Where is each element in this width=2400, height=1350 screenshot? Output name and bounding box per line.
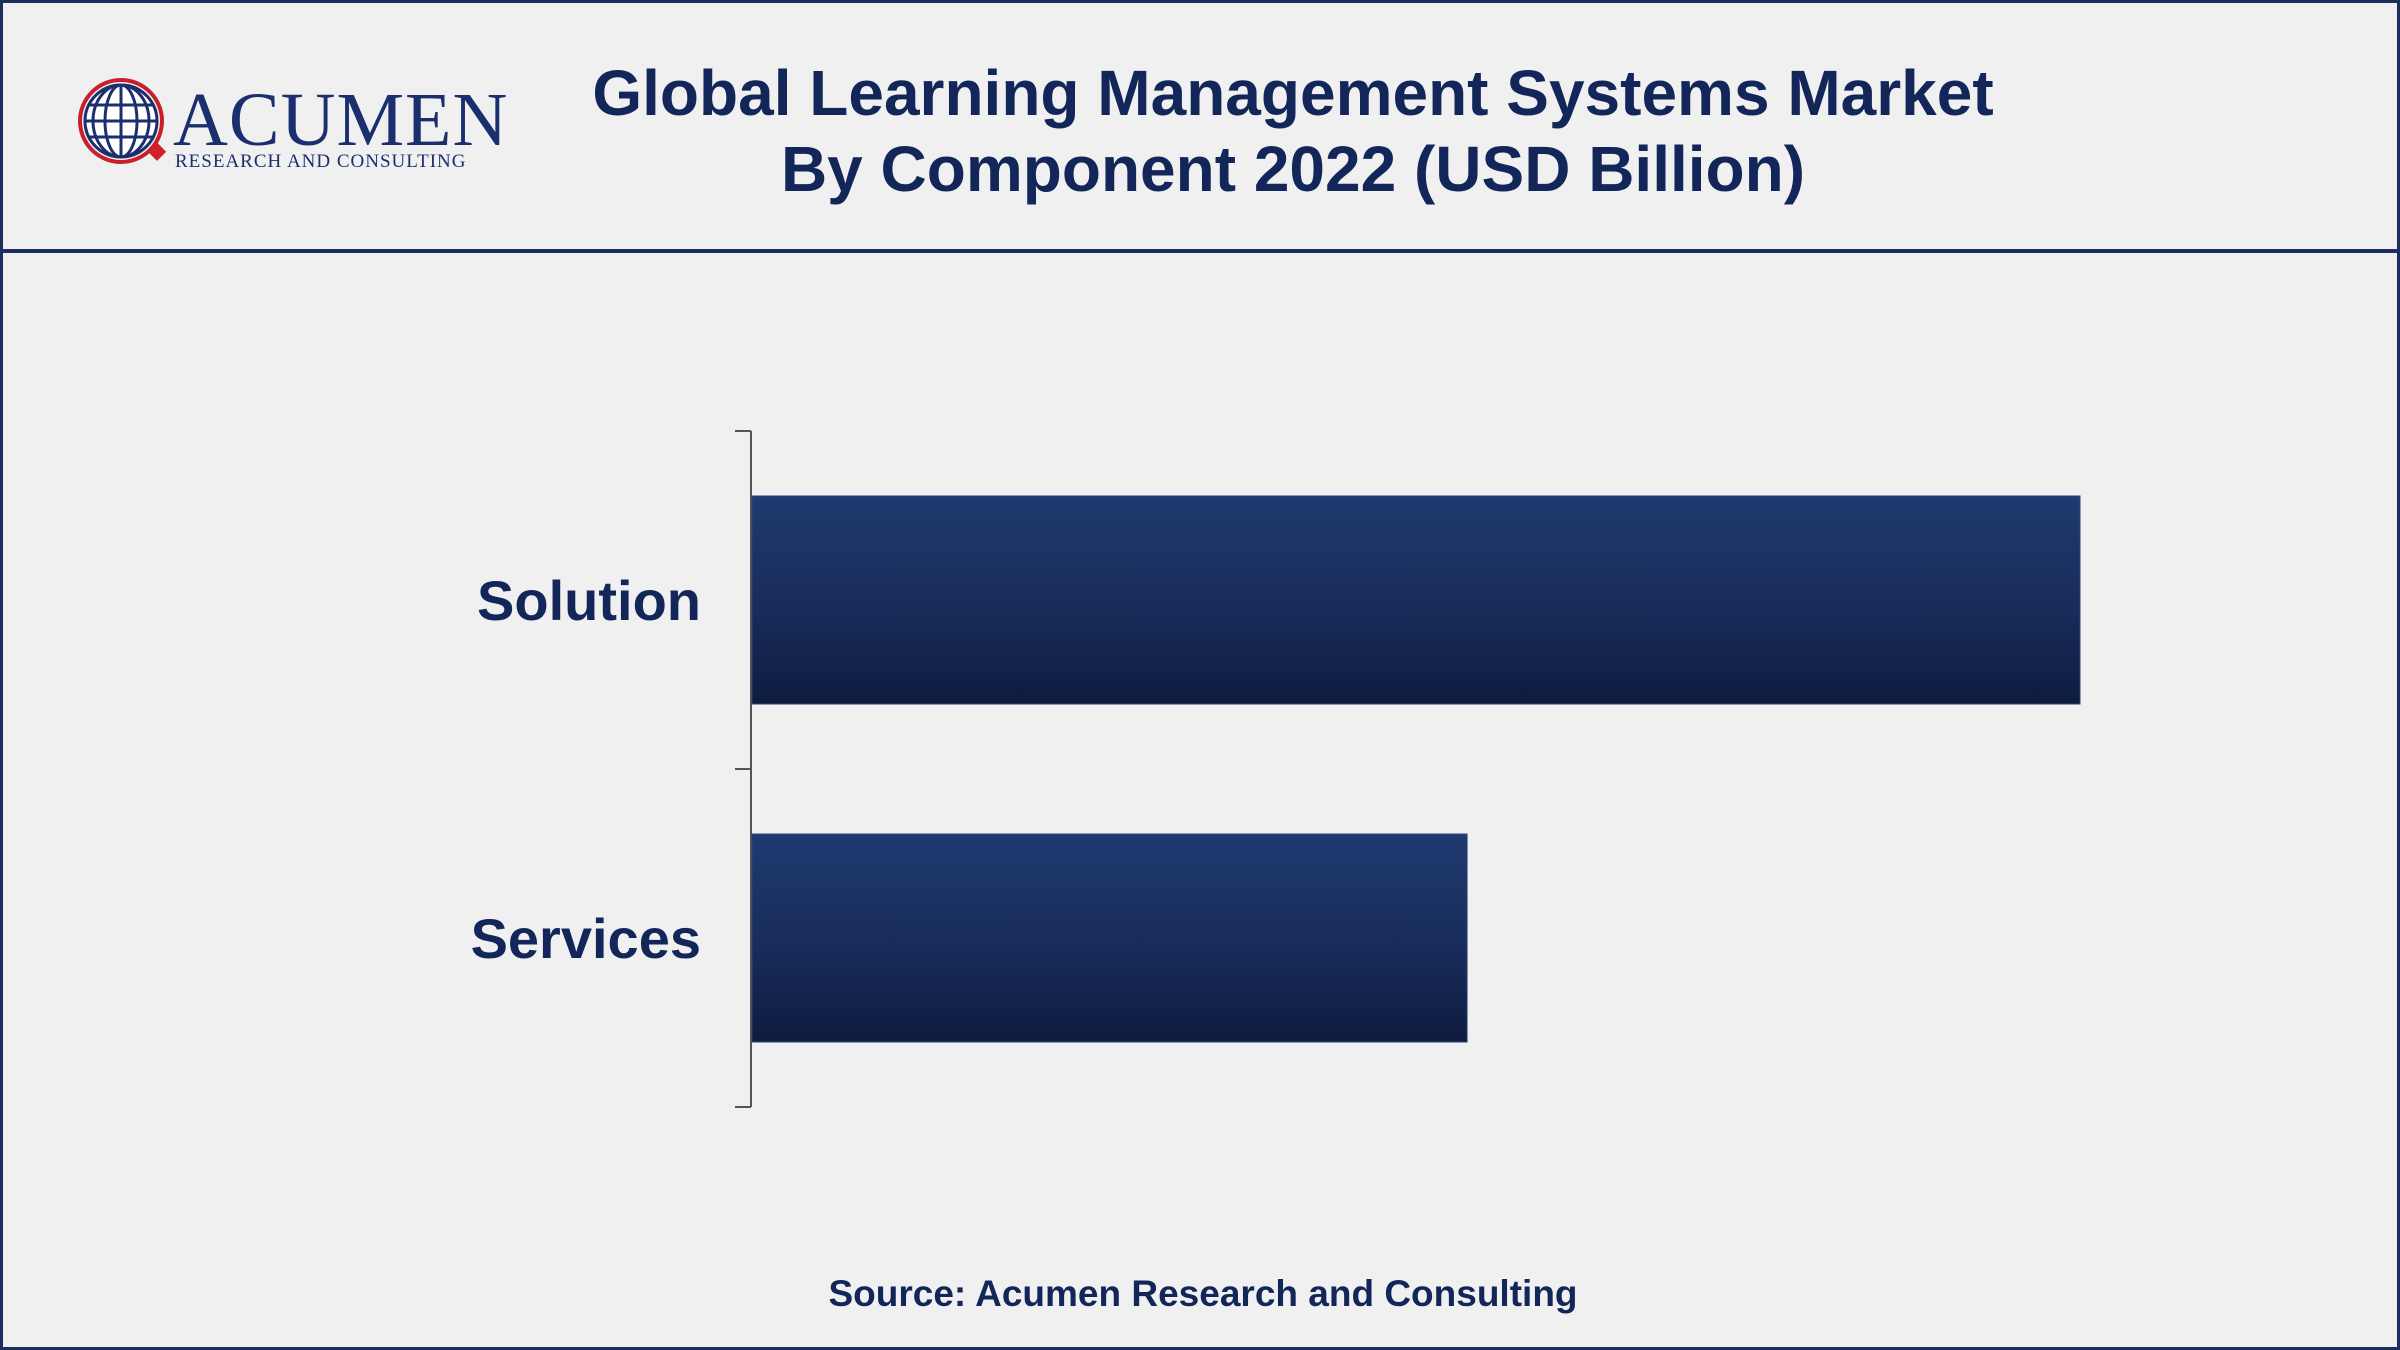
category-labels: Solution Services xyxy=(471,569,701,970)
chart-title-line-1: Global Learning Management Systems Marke… xyxy=(592,57,1994,129)
company-logo: ACUMEN RESEARCH AND CONSULTING xyxy=(75,75,507,185)
logo-wordmark: ACUMEN xyxy=(173,78,509,162)
bar-services xyxy=(751,833,1468,1043)
bar-chart: Solution Services xyxy=(471,430,2081,1108)
category-label-services: Services xyxy=(471,907,701,970)
bar-solution xyxy=(751,495,2081,705)
chart-title-line-2: By Component 2022 (USD Billion) xyxy=(780,133,1806,205)
bars-group xyxy=(751,495,2081,1043)
source-note: Source: Acumen Research and Consulting xyxy=(828,1273,1578,1314)
category-label-solution: Solution xyxy=(477,569,701,632)
logo-tagline: RESEARCH AND CONSULTING xyxy=(175,151,467,172)
header-band: ACUMEN RESEARCH AND CONSULTING Global Le… xyxy=(3,3,2397,253)
globe-icon xyxy=(78,78,167,164)
y-axis xyxy=(735,430,752,1108)
chart-title: Global Learning Management Systems Marke… xyxy=(503,55,2083,207)
